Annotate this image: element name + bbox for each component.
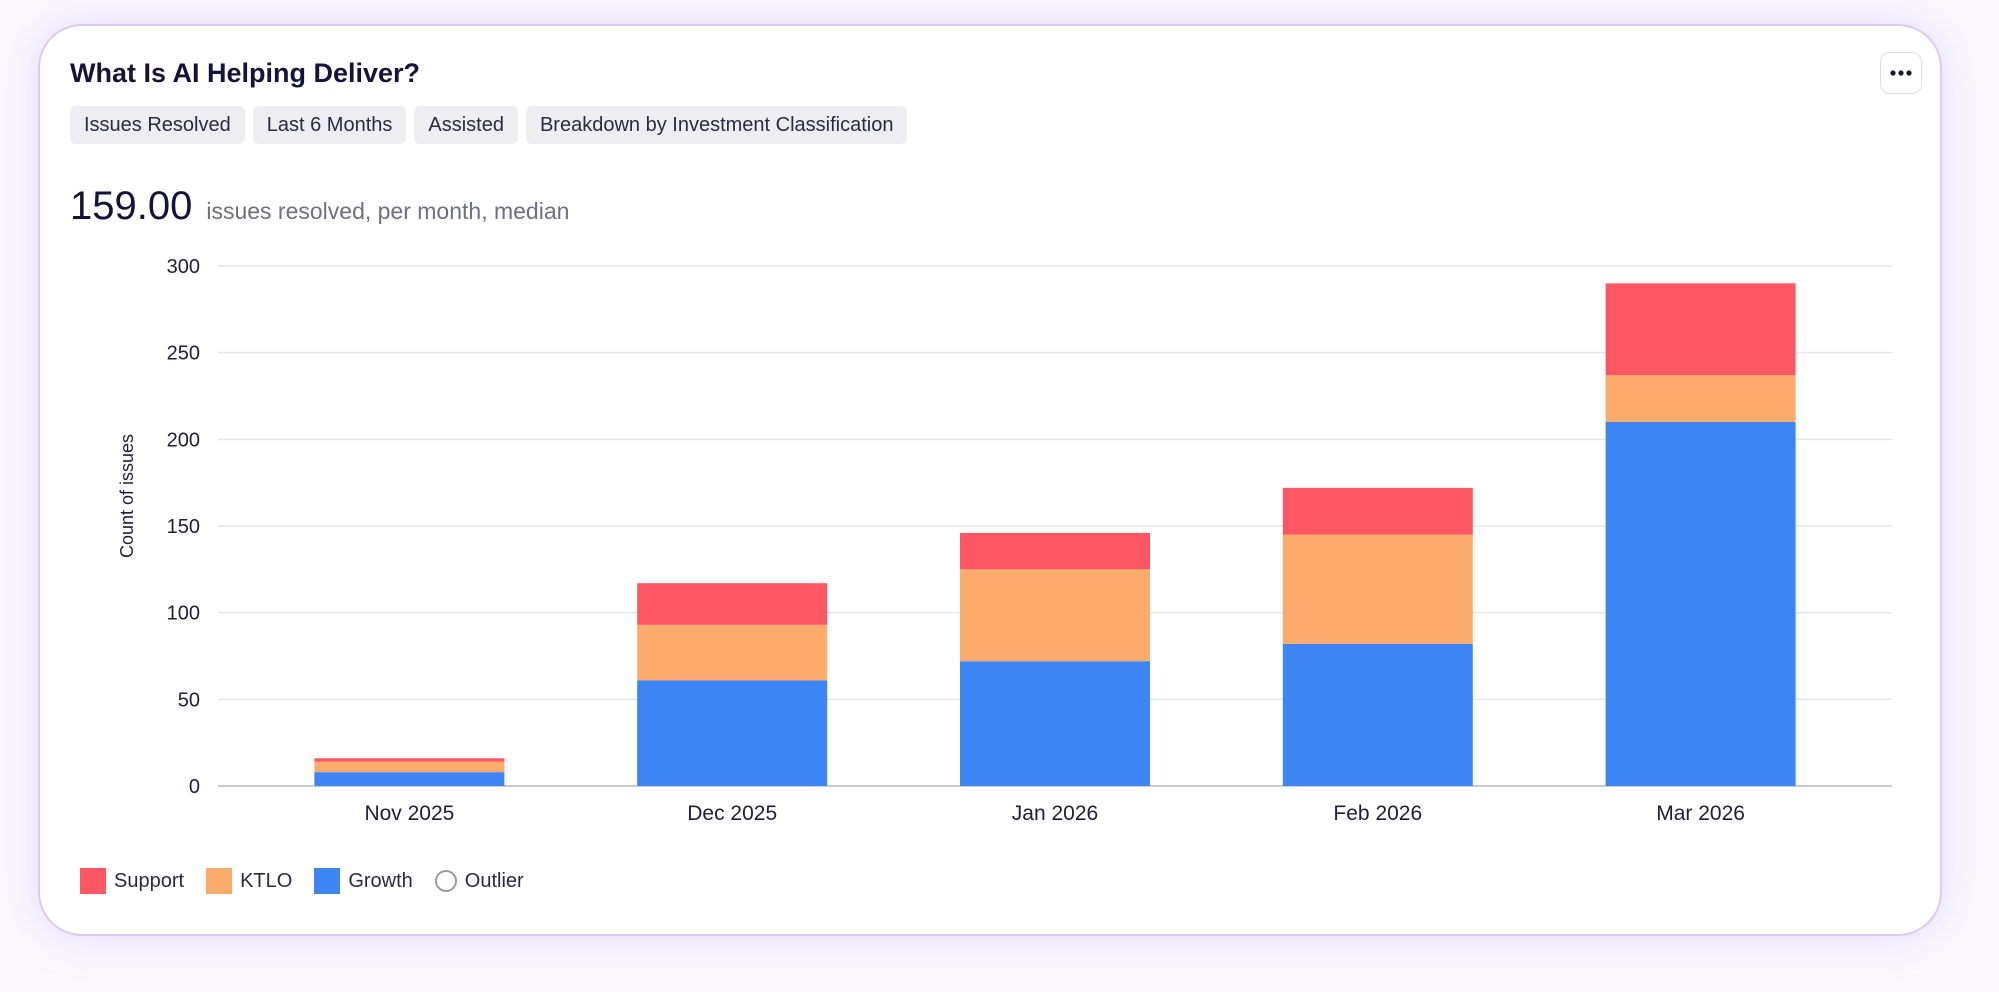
x-tick-label: Mar 2026: [1656, 802, 1745, 825]
x-tick-label: Nov 2025: [364, 802, 454, 825]
legend-swatch-growth: [314, 868, 341, 894]
chip-time-range[interactable]: Last 6 Months: [252, 106, 407, 144]
chip-issues-resolved[interactable]: Issues Resolved: [70, 106, 245, 144]
legend-swatch-support: [80, 868, 106, 894]
bar-growth-dec-2025: [637, 680, 828, 786]
y-tick-label: 150: [167, 516, 200, 538]
bar-growth-jan-2026: [960, 661, 1150, 786]
y-tick-label: 300: [167, 256, 200, 278]
stacked-bar-chart: 0 50 100 150 200 250 300 Count of issues Nov 202…: [117, 256, 1892, 825]
bar-support-jan-2026: [960, 532, 1150, 570]
bar-ktlo-dec-2025: [637, 624, 828, 681]
bar-ktlo-jan-2026: [960, 569, 1150, 662]
chart-card: What Is AI Helping Deliver? Issues Resol…: [38, 24, 1942, 936]
y-tick-label: 100: [167, 603, 200, 625]
y-axis-label: Count of issues: [117, 434, 137, 558]
x-tick-label: Dec 2025: [687, 802, 777, 825]
bar-support-mar-2026: [1605, 283, 1796, 376]
legend-item-ktlo[interactable]: KTLO: [206, 868, 292, 894]
legend-label-ktlo: KTLO: [240, 869, 293, 892]
filter-chips: Issues Resolved Last 6 Months Assisted B…: [70, 106, 908, 144]
legend-item-growth[interactable]: Growth: [314, 868, 413, 894]
card-title: What Is AI Helping Deliver?: [70, 58, 421, 88]
x-tick-label: Jan 2026: [1012, 802, 1098, 825]
metric-description: issues resolved, per month, median: [206, 198, 570, 224]
bar-growth-mar-2026: [1605, 422, 1796, 786]
chart-legend: Support KTLO Growth Outlier: [80, 868, 524, 894]
outlier-circle-icon: [434, 870, 457, 892]
legend-item-support[interactable]: Support: [80, 868, 184, 894]
y-tick-label: 200: [167, 429, 200, 451]
bar-growth-feb-2026: [1282, 643, 1473, 786]
bar-support-dec-2025: [637, 583, 828, 625]
chip-assisted[interactable]: Assisted: [414, 106, 518, 144]
more-options-button[interactable]: [1880, 52, 1922, 94]
bar-ktlo-feb-2026: [1282, 534, 1473, 644]
legend-item-outlier[interactable]: Outlier: [434, 869, 524, 893]
y-tick-label: 250: [167, 343, 200, 365]
metric-value: 159.00: [70, 184, 193, 228]
legend-label-growth: Growth: [348, 869, 413, 892]
y-tick-label: 0: [189, 776, 200, 798]
headline-metric: 159.00 issues resolved, per month, media…: [70, 184, 569, 229]
y-tick-label: 50: [178, 689, 200, 711]
more-horizontal-icon: [1890, 70, 1912, 76]
legend-swatch-ktlo: [206, 868, 233, 894]
chip-breakdown[interactable]: Breakdown by Investment Classification: [525, 106, 908, 144]
bar-ktlo-mar-2026: [1605, 375, 1796, 422]
bar-growth-nov-2025: [314, 772, 505, 786]
bar-ktlo-nov-2025: [314, 761, 505, 773]
legend-label-support: Support: [114, 869, 185, 892]
bar-support-nov-2025: [314, 758, 505, 762]
legend-label-outlier: Outlier: [464, 869, 524, 892]
x-tick-label: Feb 2026: [1333, 802, 1422, 825]
bar-support-feb-2026: [1282, 487, 1473, 535]
